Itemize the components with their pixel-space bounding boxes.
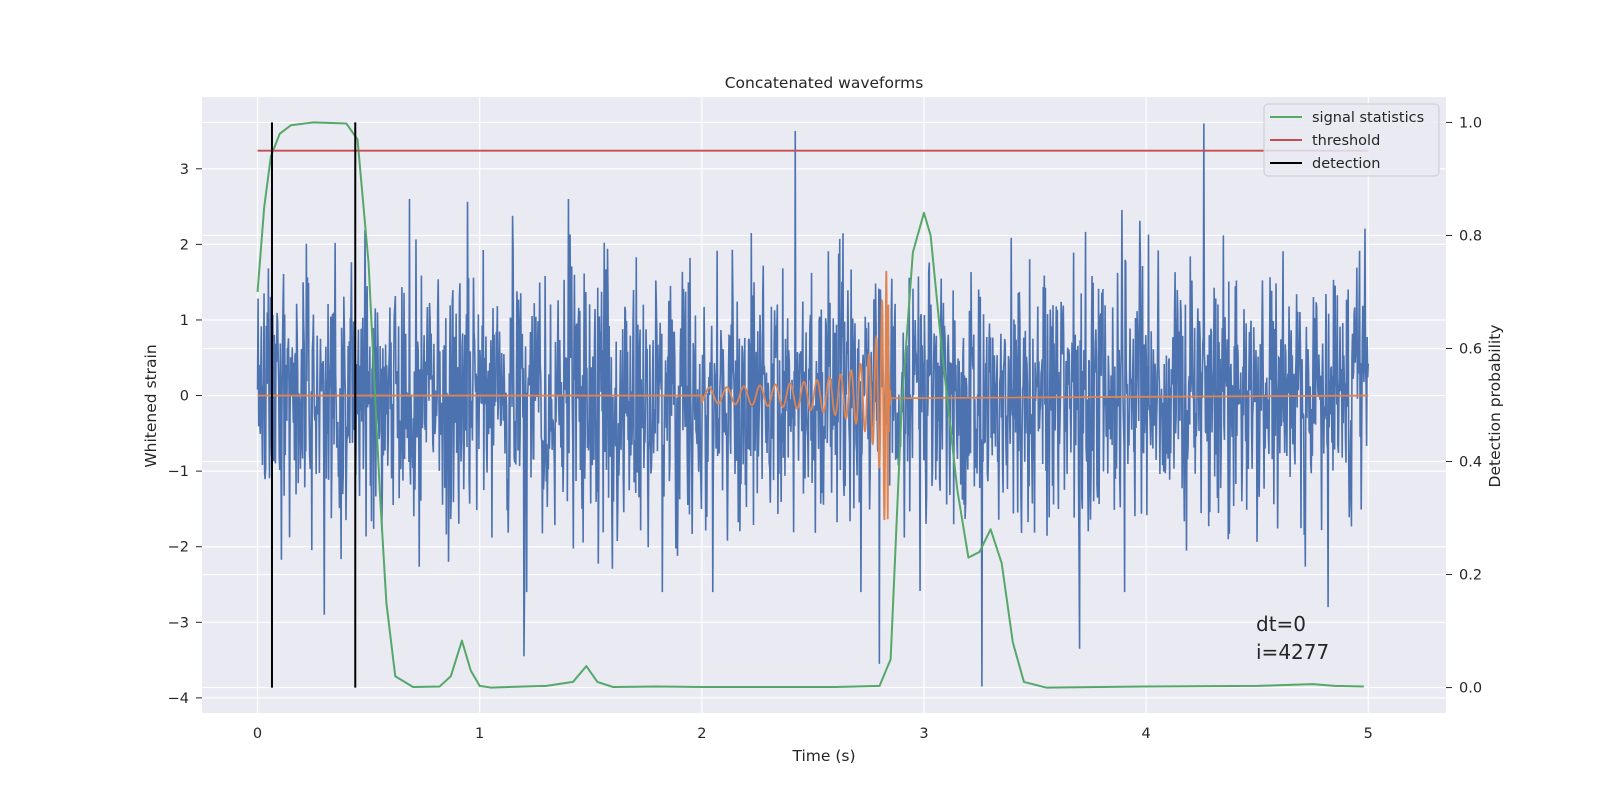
injected-signal-series	[257, 270, 1369, 521]
x-tick-label: 1	[475, 726, 484, 742]
y-tick-label-left: 0	[180, 389, 189, 405]
signal-statistics-series	[256, 121, 1364, 689]
legend-label: signal statistics	[1312, 110, 1424, 126]
y-tick-label-right: 0.2	[1459, 568, 1482, 584]
y-tick-label-right: 0.8	[1459, 228, 1482, 244]
y-tick-label-left: −4	[168, 691, 189, 707]
annotation-index: i=4277	[1256, 640, 1329, 664]
chart-title: Concatenated waveforms	[725, 74, 924, 92]
y-tick-label-right: 0.0	[1459, 681, 1482, 697]
x-tick-label: 0	[253, 726, 262, 742]
x-tick-label: 5	[1364, 726, 1373, 742]
y-tick-label-left: 1	[180, 313, 189, 329]
tick-layer: 0 1 2 3 4 5 3 2 1 0 −1 −2 −3 −4 1.0 0.8 0.6 0.4 0.2 0.0	[168, 115, 1482, 742]
y-tick-label-right: 1.0	[1459, 115, 1482, 131]
y-tick-label-right: 0.4	[1459, 455, 1482, 471]
data-layer	[256, 121, 1370, 689]
annotation-dt: dt=0	[1256, 612, 1306, 636]
x-axis-label: Time (s)	[791, 747, 855, 765]
legend-box	[1263, 103, 1440, 177]
x-tick-label: 4	[1141, 726, 1150, 742]
x-tick-label: 2	[697, 726, 706, 742]
y-tick-label-left: −2	[168, 540, 189, 556]
x-tick-label: 3	[919, 726, 928, 742]
y-axis-label-left: Whitened strain	[142, 344, 160, 467]
y-axis-label-right: Detection probability	[1486, 325, 1504, 488]
legend-label: detection	[1312, 156, 1380, 172]
legend-label: threshold	[1312, 133, 1380, 149]
y-tick-label-left: 2	[180, 237, 189, 253]
y-tick-label-left: 3	[180, 162, 189, 178]
y-tick-label-left: −1	[168, 464, 189, 480]
y-tick-label-right: 0.6	[1459, 341, 1482, 357]
legend: signal statistics threshold detection	[1263, 103, 1440, 177]
y-tick-label-left: −3	[168, 615, 189, 631]
